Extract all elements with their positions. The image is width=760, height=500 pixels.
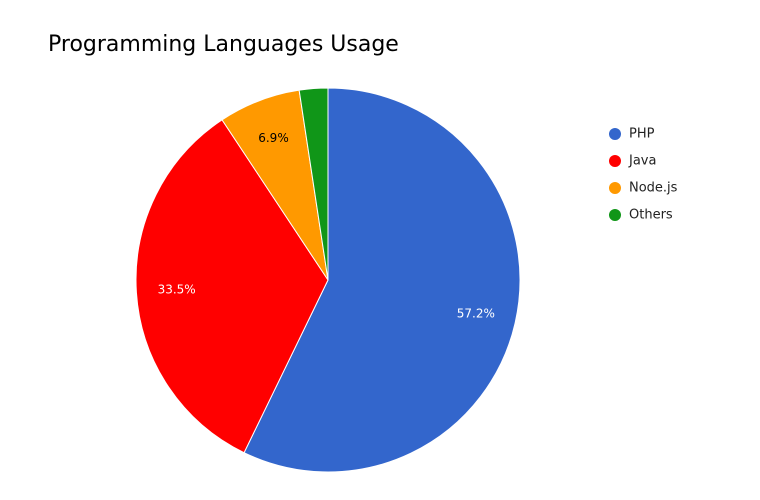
data-label: 57.2% [457, 307, 495, 321]
legend-label: Others [629, 208, 673, 223]
legend-label: Node.js [629, 181, 678, 196]
pie-slice [243, 87, 521, 473]
legend-swatch [609, 128, 621, 140]
legend-label: PHP [629, 127, 655, 142]
data-label: 33.5% [158, 282, 196, 296]
legend-label: Java [628, 154, 656, 169]
data-label: 6.9% [258, 131, 289, 145]
chart-title: Programming Languages Usage [48, 32, 399, 57]
legend-swatch [609, 155, 621, 167]
legend-swatch [609, 209, 621, 221]
pie-slice [135, 119, 329, 454]
legend-swatch [609, 182, 621, 194]
pie-slice [298, 87, 329, 281]
